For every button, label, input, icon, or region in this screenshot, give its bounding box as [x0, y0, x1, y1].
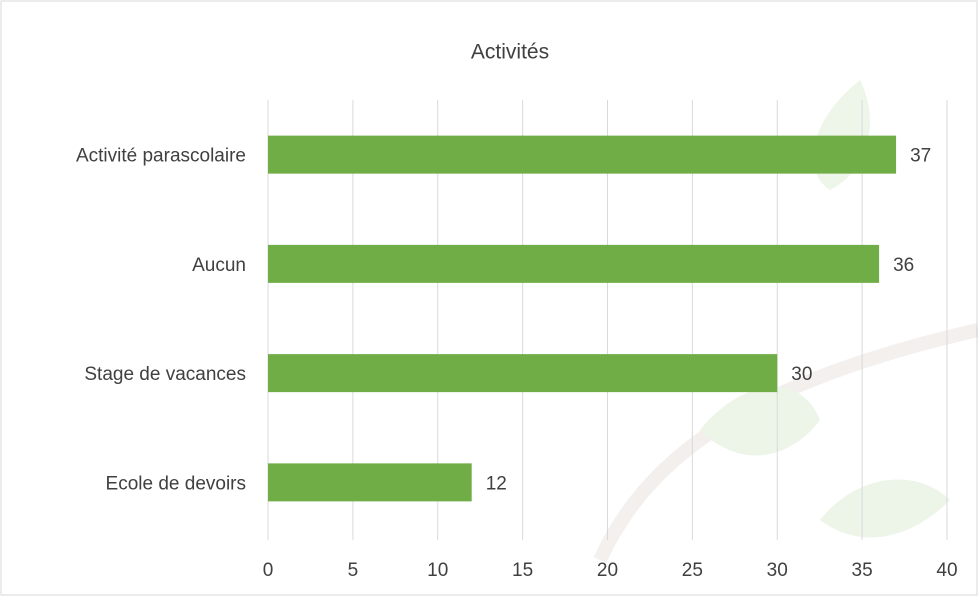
y-tick-label: Aucun	[192, 255, 246, 276]
data-label: 37	[910, 146, 931, 167]
x-tick-label: 15	[512, 560, 533, 581]
x-tick-label: 30	[767, 560, 788, 581]
x-tick-label: 35	[852, 560, 873, 581]
x-tick-label: 0	[263, 560, 274, 581]
bar	[268, 245, 879, 283]
bar	[268, 136, 896, 174]
y-tick-label: Stage de vacances	[84, 364, 246, 385]
chart: Activités 0 5 10 15 20 25 30 35 40 Activité paras…	[0, 0, 978, 596]
chart-border	[1, 1, 977, 595]
data-label: 30	[791, 364, 812, 385]
chart-title: Activités	[471, 41, 549, 64]
y-tick-label: Activité parascolaire	[76, 146, 246, 167]
bar	[268, 463, 472, 501]
data-label: 36	[893, 255, 914, 276]
x-tick-label: 10	[427, 560, 448, 581]
x-tick-label: 20	[597, 560, 618, 581]
data-label: 12	[486, 473, 507, 494]
x-tick-label: 5	[348, 560, 359, 581]
x-tick-label: 40	[936, 560, 957, 581]
x-tick-label: 25	[682, 560, 703, 581]
bar	[268, 354, 777, 392]
y-tick-label: Ecole de devoirs	[106, 473, 246, 494]
